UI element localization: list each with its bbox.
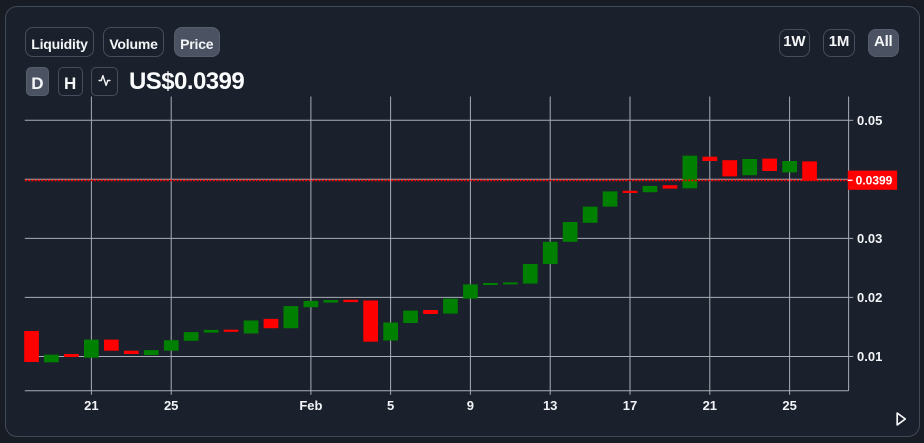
svg-text:0.03: 0.03 (857, 231, 882, 246)
svg-text:25: 25 (782, 398, 796, 413)
svg-text:17: 17 (623, 398, 637, 413)
svg-text:Feb: Feb (299, 398, 322, 413)
svg-text:0.02: 0.02 (857, 290, 882, 305)
svg-text:0.0399: 0.0399 (856, 174, 893, 188)
svg-text:5: 5 (387, 398, 394, 413)
svg-text:25: 25 (164, 398, 178, 413)
svg-text:0.05: 0.05 (857, 113, 882, 128)
svg-text:21: 21 (703, 398, 717, 413)
svg-text:21: 21 (84, 398, 98, 413)
svg-text:13: 13 (543, 398, 557, 413)
svg-text:0.01: 0.01 (857, 349, 882, 364)
svg-text:9: 9 (467, 398, 474, 413)
